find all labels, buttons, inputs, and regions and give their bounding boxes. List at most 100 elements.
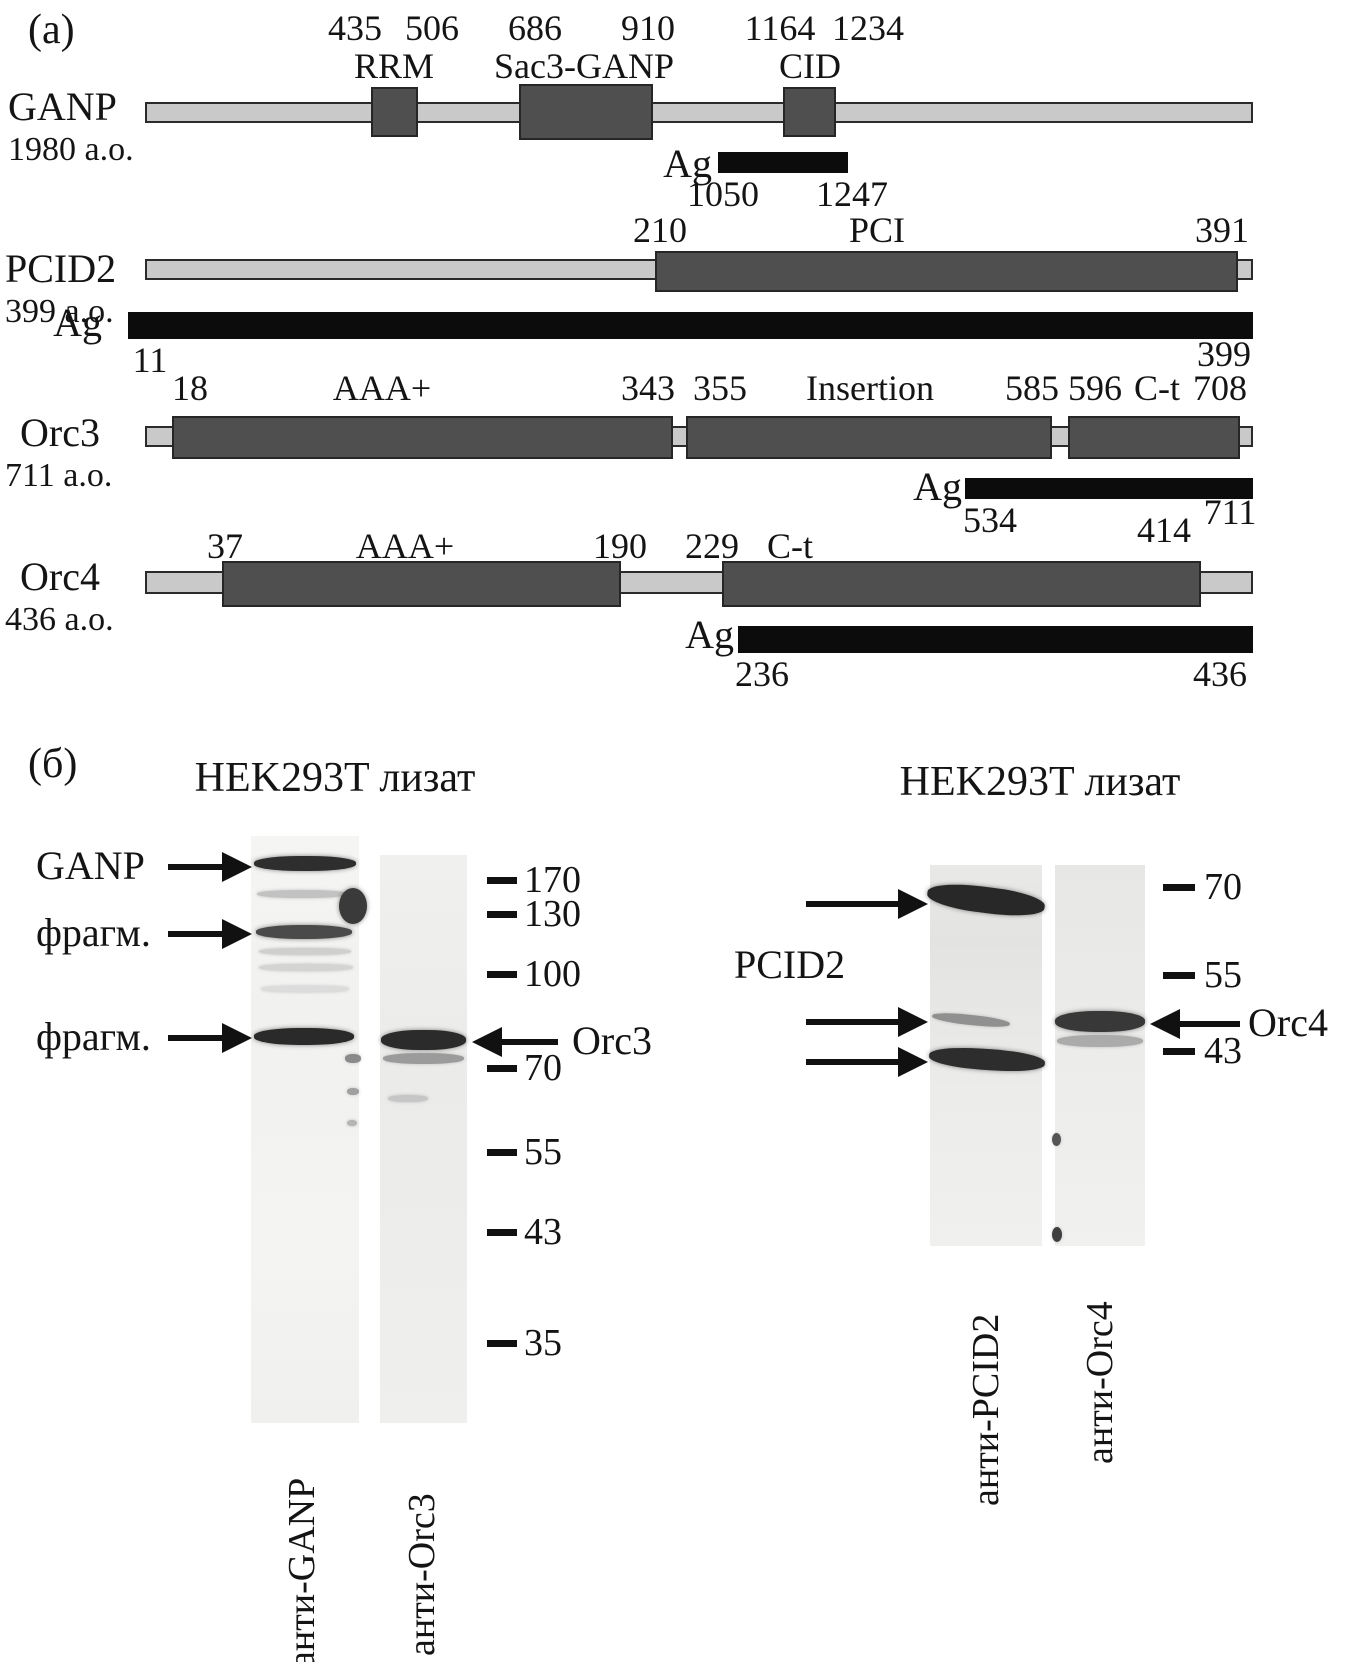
orc3-aaa-domain bbox=[172, 416, 673, 459]
marker-label-35: 35 bbox=[524, 1322, 562, 1364]
pcid2-band-arrow-bottom bbox=[806, 1047, 928, 1077]
lane-label-anti-orc3: анти-Orc3 bbox=[401, 1493, 443, 1656]
marker-label-170: 170 bbox=[524, 859, 581, 901]
ganp-sac3-domain bbox=[519, 84, 653, 140]
edge-speck bbox=[1052, 1227, 1062, 1242]
orc3-aaa-end: 343 bbox=[621, 368, 675, 408]
faint-band bbox=[383, 1053, 464, 1064]
ganp-name: GANP bbox=[8, 84, 117, 129]
pcid2-band-bottom bbox=[928, 1044, 1046, 1075]
edge-speck bbox=[347, 1120, 357, 1126]
marker-label-130: 130 bbox=[524, 893, 581, 935]
edge-blob bbox=[339, 888, 367, 924]
pcid2-name: PCID2 bbox=[5, 246, 117, 291]
orc3-length: 711 а.о. bbox=[5, 457, 113, 494]
orc4-aaa-domain bbox=[222, 561, 621, 607]
orc4-ct-label: C-t bbox=[766, 526, 813, 566]
ganp-cid-start: 1164 bbox=[744, 8, 816, 48]
pcid2-band-middle bbox=[931, 1010, 1011, 1030]
fragment-band-arrow-1 bbox=[168, 919, 252, 949]
orc4-band-label: Orc4 bbox=[1248, 1000, 1328, 1045]
pcid2-label: PCID2 bbox=[734, 942, 846, 987]
marker-label-55: 55 bbox=[524, 1131, 562, 1173]
orc3-aaa-label: AAA+ bbox=[332, 368, 432, 408]
lane-label-anti-pcid2: анти-PCID2 bbox=[965, 1313, 1007, 1506]
ganp-rrm-start: 435 bbox=[328, 8, 382, 48]
marker-dash-70-right bbox=[1163, 884, 1195, 891]
orc3-band-arrow bbox=[472, 1027, 558, 1057]
orc4-length: 436 а.о. bbox=[5, 601, 114, 638]
pcid2-pci-start: 210 bbox=[633, 210, 687, 250]
orc3-insertion-label: Insertion bbox=[806, 368, 934, 408]
fragment-band-arrow-2 bbox=[168, 1023, 252, 1053]
marker-dash-55 bbox=[487, 1149, 517, 1156]
ganp-band-arrow bbox=[168, 852, 252, 882]
blot-strip-anti-ganp bbox=[251, 836, 367, 1423]
panel-b-label: (б) bbox=[28, 741, 78, 787]
marker-dash-43-right bbox=[1163, 1048, 1195, 1055]
pcid2-pci-end: 391 bbox=[1195, 210, 1249, 250]
ganp-cid-end: 1234 bbox=[832, 8, 904, 48]
marker-dash-130 bbox=[487, 911, 517, 918]
orc4-aaa-start: 37 bbox=[207, 526, 243, 566]
ganp-cid-domain bbox=[783, 87, 836, 137]
marker-dash-100 bbox=[487, 971, 517, 978]
blot-strip-anti-pcid2 bbox=[925, 865, 1047, 1246]
ganp-band-label: GANP bbox=[36, 843, 145, 888]
orc4-aaa-end: 190 bbox=[593, 526, 647, 566]
ganp-rrm-domain bbox=[371, 87, 418, 137]
orc4-aaa-label: AAA+ bbox=[355, 526, 455, 566]
ganp-rrm-end: 506 bbox=[405, 8, 459, 48]
pcid2-band-arrow-middle bbox=[806, 1007, 928, 1037]
marker-dash-170 bbox=[487, 877, 517, 884]
panel-a-label: (a) bbox=[28, 7, 75, 53]
fragment-band-2 bbox=[254, 1028, 354, 1045]
orc4-band bbox=[1055, 1011, 1145, 1032]
faint-band bbox=[257, 890, 347, 898]
edge-speck bbox=[345, 1054, 361, 1063]
ganp-ag-end: 1247 bbox=[816, 174, 888, 214]
orc3-antigen-bar bbox=[965, 478, 1253, 499]
orc3-aaa-start: 18 bbox=[172, 368, 208, 408]
ganp-sac3-label: Sac3-GANP bbox=[494, 46, 674, 86]
pcid2-length: 399 а.о. bbox=[5, 293, 114, 330]
marker-label-43-right: 43 bbox=[1204, 1030, 1242, 1072]
blot-strip-anti-orc4 bbox=[1052, 865, 1145, 1246]
orc3-ag-end: 711 bbox=[1203, 492, 1257, 532]
marker-label-43: 43 bbox=[524, 1211, 562, 1253]
pcid2-pci-domain bbox=[655, 251, 1238, 292]
marker-dash-55-right bbox=[1163, 972, 1195, 979]
ganp-band bbox=[254, 856, 356, 871]
ganp-ag-label: Ag bbox=[663, 141, 712, 186]
orc3-ag-start: 534 bbox=[963, 500, 1017, 540]
orc3-ct-end: 708 bbox=[1193, 368, 1247, 408]
faint-band bbox=[259, 948, 351, 955]
orc4-ct-end: 414 bbox=[1137, 510, 1191, 550]
orc3-ct-start: 596 bbox=[1068, 368, 1122, 408]
ganp-sac3-start: 686 bbox=[508, 8, 562, 48]
orc4-name: Orc4 bbox=[20, 554, 100, 599]
ganp-sac3-end: 910 bbox=[621, 8, 675, 48]
orc3-ct-domain bbox=[1068, 416, 1240, 459]
orc3-insertion-end: 585 bbox=[1005, 368, 1059, 408]
orc3-insertion-domain bbox=[686, 416, 1052, 459]
orc3-band-label: Orc3 bbox=[572, 1018, 652, 1063]
pcid2-ag-label: Ag bbox=[53, 300, 102, 345]
right-blot-title: HEK293T лизат bbox=[899, 759, 1181, 805]
marker-label-70-right: 70 bbox=[1204, 866, 1242, 908]
pcid2-antigen-bar bbox=[128, 312, 1253, 339]
faint-band bbox=[388, 1095, 428, 1102]
orc3-name: Orc3 bbox=[20, 410, 100, 455]
blot-strip-anti-orc3 bbox=[380, 855, 467, 1423]
orc3-ag-label: Ag bbox=[913, 464, 962, 509]
orc3-insertion-start: 355 bbox=[693, 368, 747, 408]
fragment-band-label-2: фрагм. bbox=[36, 1014, 151, 1059]
orc4-ag-start: 236 bbox=[735, 654, 789, 694]
ganp-cid-label: CID bbox=[779, 46, 841, 86]
marker-label-100: 100 bbox=[524, 953, 581, 995]
ganp-ag-start: 1050 bbox=[687, 174, 759, 214]
pcid2-ag-end: 399 bbox=[1197, 334, 1251, 374]
marker-dash-70 bbox=[487, 1065, 517, 1072]
fragment-band-label-1: фрагм. bbox=[36, 910, 151, 955]
